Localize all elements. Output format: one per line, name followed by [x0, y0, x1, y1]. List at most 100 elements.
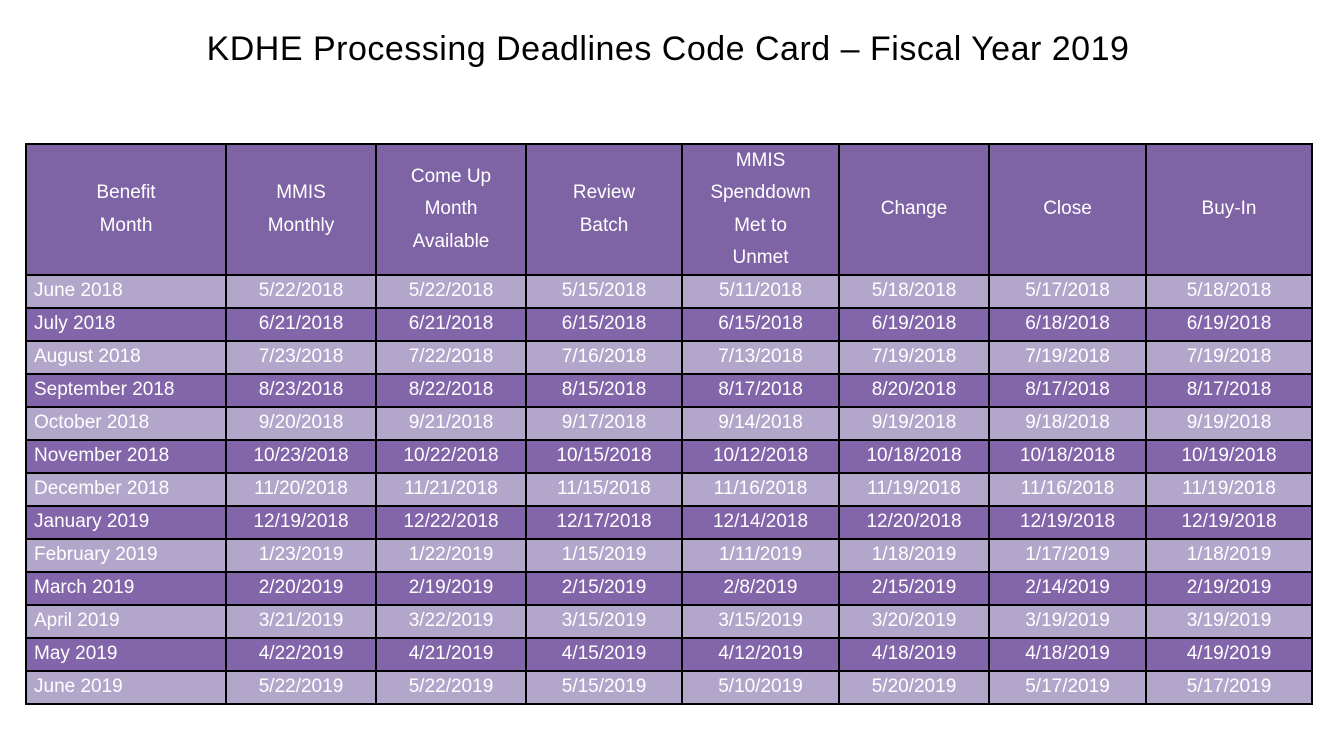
date-cell: 12/20/2018: [838, 505, 990, 541]
benefit-month-cell: April 2019: [25, 604, 227, 640]
header-cell: Close: [988, 142, 1147, 277]
date-cell: 12/14/2018: [681, 505, 840, 541]
table-row: June 2019 5/22/2019 5/22/2019 5/15/2019 5/10…: [25, 670, 1313, 706]
date-cell: 9/21/2018: [375, 406, 527, 442]
date-cell: 9/17/2018: [525, 406, 683, 442]
date-cell: 12/19/2018: [1145, 505, 1313, 541]
benefit-month-cell: October 2018: [25, 406, 227, 442]
date-cell: 2/14/2019: [988, 571, 1147, 607]
header-cell: MMIS Monthly: [225, 142, 377, 277]
date-cell: 4/18/2019: [988, 637, 1147, 673]
header-cell: Change: [838, 142, 990, 277]
date-cell: 12/19/2018: [225, 505, 377, 541]
date-cell: 5/17/2019: [1145, 670, 1313, 706]
benefit-month-cell: May 2019: [25, 637, 227, 673]
date-cell: 8/17/2018: [988, 373, 1147, 409]
date-cell: 11/19/2018: [838, 472, 990, 508]
date-cell: 11/15/2018: [525, 472, 683, 508]
benefit-month-cell: June 2019: [25, 670, 227, 706]
date-cell: 4/15/2019: [525, 637, 683, 673]
benefit-month-cell: December 2018: [25, 472, 227, 508]
date-cell: 3/21/2019: [225, 604, 377, 640]
date-cell: 3/19/2019: [988, 604, 1147, 640]
date-cell: 10/22/2018: [375, 439, 527, 475]
date-cell: 7/19/2018: [838, 340, 990, 376]
date-cell: 5/22/2018: [375, 274, 527, 310]
date-cell: 1/22/2019: [375, 538, 527, 574]
benefit-month-cell: November 2018: [25, 439, 227, 475]
table-row: January 2019 12/19/2018 12/22/2018 12/17/20…: [25, 505, 1313, 541]
date-cell: 9/19/2018: [838, 406, 990, 442]
header-cell: Come Up Month Available: [375, 142, 527, 277]
date-cell: 5/11/2018: [681, 274, 840, 310]
date-cell: 5/17/2018: [988, 274, 1147, 310]
date-cell: 1/15/2019: [525, 538, 683, 574]
date-cell: 4/12/2019: [681, 637, 840, 673]
date-cell: 8/23/2018: [225, 373, 377, 409]
date-cell: 5/15/2019: [525, 670, 683, 706]
header-cell: MMIS Spenddown Met to Unmet: [681, 142, 840, 277]
date-cell: 4/18/2019: [838, 637, 990, 673]
header-cell: Buy-In: [1145, 142, 1313, 277]
date-cell: 6/21/2018: [375, 307, 527, 343]
table-row: March 2019 2/20/2019 2/19/2019 2/15/2019 2/8…: [25, 571, 1313, 607]
date-cell: 11/16/2018: [988, 472, 1147, 508]
date-cell: 5/10/2019: [681, 670, 840, 706]
date-cell: 12/22/2018: [375, 505, 527, 541]
date-cell: 3/20/2019: [838, 604, 990, 640]
table-row: July 2018 6/21/2018 6/21/2018 6/15/2018 6/15…: [25, 307, 1313, 343]
date-cell: 9/18/2018: [988, 406, 1147, 442]
date-cell: 7/19/2018: [1145, 340, 1313, 376]
date-cell: 5/17/2019: [988, 670, 1147, 706]
date-cell: 3/15/2019: [681, 604, 840, 640]
date-cell: 6/19/2018: [838, 307, 990, 343]
date-cell: 9/20/2018: [225, 406, 377, 442]
header-cell: Review Batch: [525, 142, 683, 277]
date-cell: 5/20/2019: [838, 670, 990, 706]
page-title: KDHE Processing Deadlines Code Card – Fi…: [206, 30, 1130, 68]
date-cell: 6/18/2018: [988, 307, 1147, 343]
date-cell: 4/22/2019: [225, 637, 377, 673]
date-cell: 5/22/2019: [225, 670, 377, 706]
benefit-month-cell: January 2019: [25, 505, 227, 541]
date-cell: 11/20/2018: [225, 472, 377, 508]
date-cell: 7/16/2018: [525, 340, 683, 376]
date-cell: 10/18/2018: [988, 439, 1147, 475]
date-cell: 8/20/2018: [838, 373, 990, 409]
date-cell: 7/19/2018: [988, 340, 1147, 376]
date-cell: 11/16/2018: [681, 472, 840, 508]
table-header-row: Benefit Month MMIS Monthly Come Up Month A…: [25, 142, 1313, 277]
date-cell: 1/17/2019: [988, 538, 1147, 574]
date-cell: 1/23/2019: [225, 538, 377, 574]
deadlines-table: Benefit Month MMIS Monthly Come Up Month A…: [25, 142, 1313, 706]
date-cell: 4/19/2019: [1145, 637, 1313, 673]
date-cell: 7/13/2018: [681, 340, 840, 376]
date-cell: 2/19/2019: [1145, 571, 1313, 607]
table-row: October 2018 9/20/2018 9/21/2018 9/17/2018 9…: [25, 406, 1313, 442]
date-cell: 10/12/2018: [681, 439, 840, 475]
date-cell: 7/22/2018: [375, 340, 527, 376]
date-cell: 3/15/2019: [525, 604, 683, 640]
date-cell: 5/18/2018: [1145, 274, 1313, 310]
date-cell: 2/15/2019: [525, 571, 683, 607]
date-cell: 2/19/2019: [375, 571, 527, 607]
table-row: February 2019 1/23/2019 1/22/2019 1/15/2019…: [25, 538, 1313, 574]
date-cell: 11/21/2018: [375, 472, 527, 508]
table-row: June 2018 5/22/2018 5/22/2018 5/15/2018 5/11…: [25, 274, 1313, 310]
benefit-month-cell: March 2019: [25, 571, 227, 607]
table-body: June 2018 5/22/2018 5/22/2018 5/15/2018 5/11…: [25, 274, 1313, 706]
date-cell: 10/19/2018: [1145, 439, 1313, 475]
table-row: April 2019 3/21/2019 3/22/2019 3/15/2019 3/1…: [25, 604, 1313, 640]
date-cell: 10/15/2018: [525, 439, 683, 475]
benefit-month-cell: July 2018: [25, 307, 227, 343]
table-row: May 2019 4/22/2019 4/21/2019 4/15/2019 4/12/…: [25, 637, 1313, 673]
date-cell: 9/19/2018: [1145, 406, 1313, 442]
date-cell: 1/11/2019: [681, 538, 840, 574]
date-cell: 11/19/2018: [1145, 472, 1313, 508]
table-row: September 2018 8/23/2018 8/22/2018 8/15/201…: [25, 373, 1313, 409]
benefit-month-cell: June 2018: [25, 274, 227, 310]
table-row: November 2018 10/23/2018 10/22/2018 10/15/2…: [25, 439, 1313, 475]
date-cell: 3/22/2019: [375, 604, 527, 640]
benefit-month-cell: February 2019: [25, 538, 227, 574]
